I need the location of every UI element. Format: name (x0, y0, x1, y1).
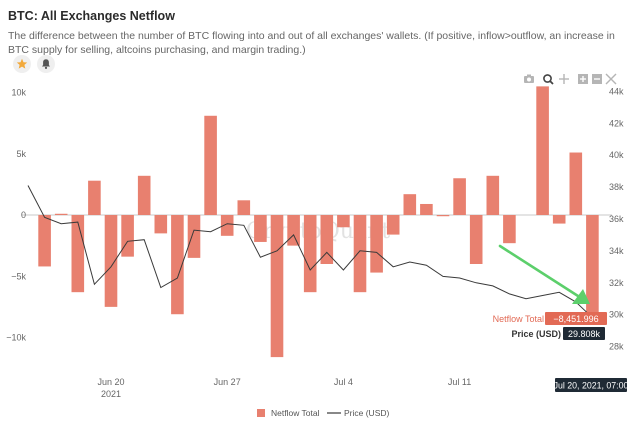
y-right-tick-label: 40k (609, 150, 624, 160)
netflow-bar (54, 213, 68, 215)
tooltip-date-box (555, 378, 627, 392)
netflow-bar (536, 86, 549, 215)
netflow-bar (436, 215, 450, 217)
netflow-bar (337, 215, 350, 228)
netflow-bar (137, 175, 151, 215)
tooltip-date-value: Jul 20, 2021, 07:00 (554, 381, 629, 391)
y-left-tick-label: 5k (16, 149, 26, 159)
netflow-bar (503, 215, 516, 244)
y-left-tick-label: 0 (21, 210, 26, 220)
netflow-bar (254, 215, 267, 242)
legend-netflow-label: Netflow Total (271, 408, 320, 418)
y-left-tick-label: 10k (11, 88, 26, 98)
favorite-button[interactable] (13, 55, 31, 73)
annotation-arrow-shaft (498, 244, 580, 298)
netflow-bar (453, 178, 466, 215)
zoom-out-icon[interactable] (592, 74, 602, 84)
tooltip-price-value: 29.808k (568, 329, 601, 339)
y-right-tick-label: 42k (609, 118, 624, 128)
y-right-tick-label: 36k (609, 214, 624, 224)
netflow-bar (38, 215, 51, 267)
netflow-bar (237, 200, 251, 215)
netflow-bar (303, 215, 317, 293)
zoom-in-icon[interactable] (578, 74, 588, 84)
y-left-tick-label: −5k (11, 271, 26, 281)
y-right-tick-label: 32k (609, 278, 624, 288)
annotation-arrow-head (572, 289, 590, 304)
netflow-bar (469, 215, 483, 264)
netflow-bar (204, 115, 217, 215)
legend-netflow-swatch (257, 409, 265, 417)
tooltip-price-label: Price (USD) (511, 329, 561, 339)
tooltip-price-box (563, 327, 605, 340)
netflow-bar (353, 215, 367, 293)
y-right-tick-label: 44k (609, 86, 624, 96)
y-right-tick-label: 30k (609, 310, 624, 320)
y-right-tick-label: 34k (609, 246, 624, 256)
x-tick-label: Jul 11 (448, 377, 471, 387)
chart-title: BTC: All Exchanges Netflow (8, 9, 175, 23)
x-tick-label: Jul 4 (334, 377, 353, 387)
camera-icon[interactable] (524, 74, 534, 84)
y-left-tick-label: −10k (6, 333, 26, 343)
netflow-bar (287, 215, 300, 246)
star-icon (16, 58, 28, 69)
tooltip-netflow-value: −8,451.996 (553, 314, 598, 324)
netflow-bar (171, 215, 184, 315)
netflow-bar (320, 215, 334, 264)
bell-icon (42, 59, 50, 69)
netflow-bar (386, 215, 400, 235)
alert-button[interactable] (37, 55, 55, 73)
netflow-bar (486, 175, 500, 215)
netflow-bar (88, 180, 101, 215)
tooltip-netflow-box (545, 312, 607, 325)
watermark-text: CryptoQuant (246, 219, 390, 244)
netflow-bar (220, 215, 234, 236)
chart-description: The difference between the number of BTC… (8, 30, 615, 56)
netflow-bar (370, 215, 383, 273)
netflow-bar (121, 215, 134, 257)
autoscale-icon[interactable] (605, 73, 617, 85)
netflow-bar (586, 215, 599, 319)
x-tick-label: Jun 27 (214, 377, 241, 387)
netflow-bar (569, 152, 583, 215)
netflow-bar (552, 215, 566, 224)
y-right-tick-label: 38k (609, 182, 624, 192)
tooltip-netflow-label: Netflow Total (493, 314, 544, 324)
x-tick-label: Jun 20 2021 (97, 377, 124, 399)
netflow-bar (187, 215, 201, 258)
netflow-bar (104, 215, 118, 307)
zoom-icon[interactable] (543, 74, 554, 85)
netflow-bar (403, 194, 417, 215)
pan-icon[interactable] (559, 74, 569, 84)
price-line (27, 185, 593, 319)
netflow-bar (420, 203, 433, 215)
netflow-bar (71, 215, 85, 293)
y-right-tick-label: 28k (609, 342, 624, 352)
legend-price-label: Price (USD) (344, 408, 390, 418)
netflow-bar (154, 215, 168, 234)
netflow-bar (270, 215, 284, 358)
